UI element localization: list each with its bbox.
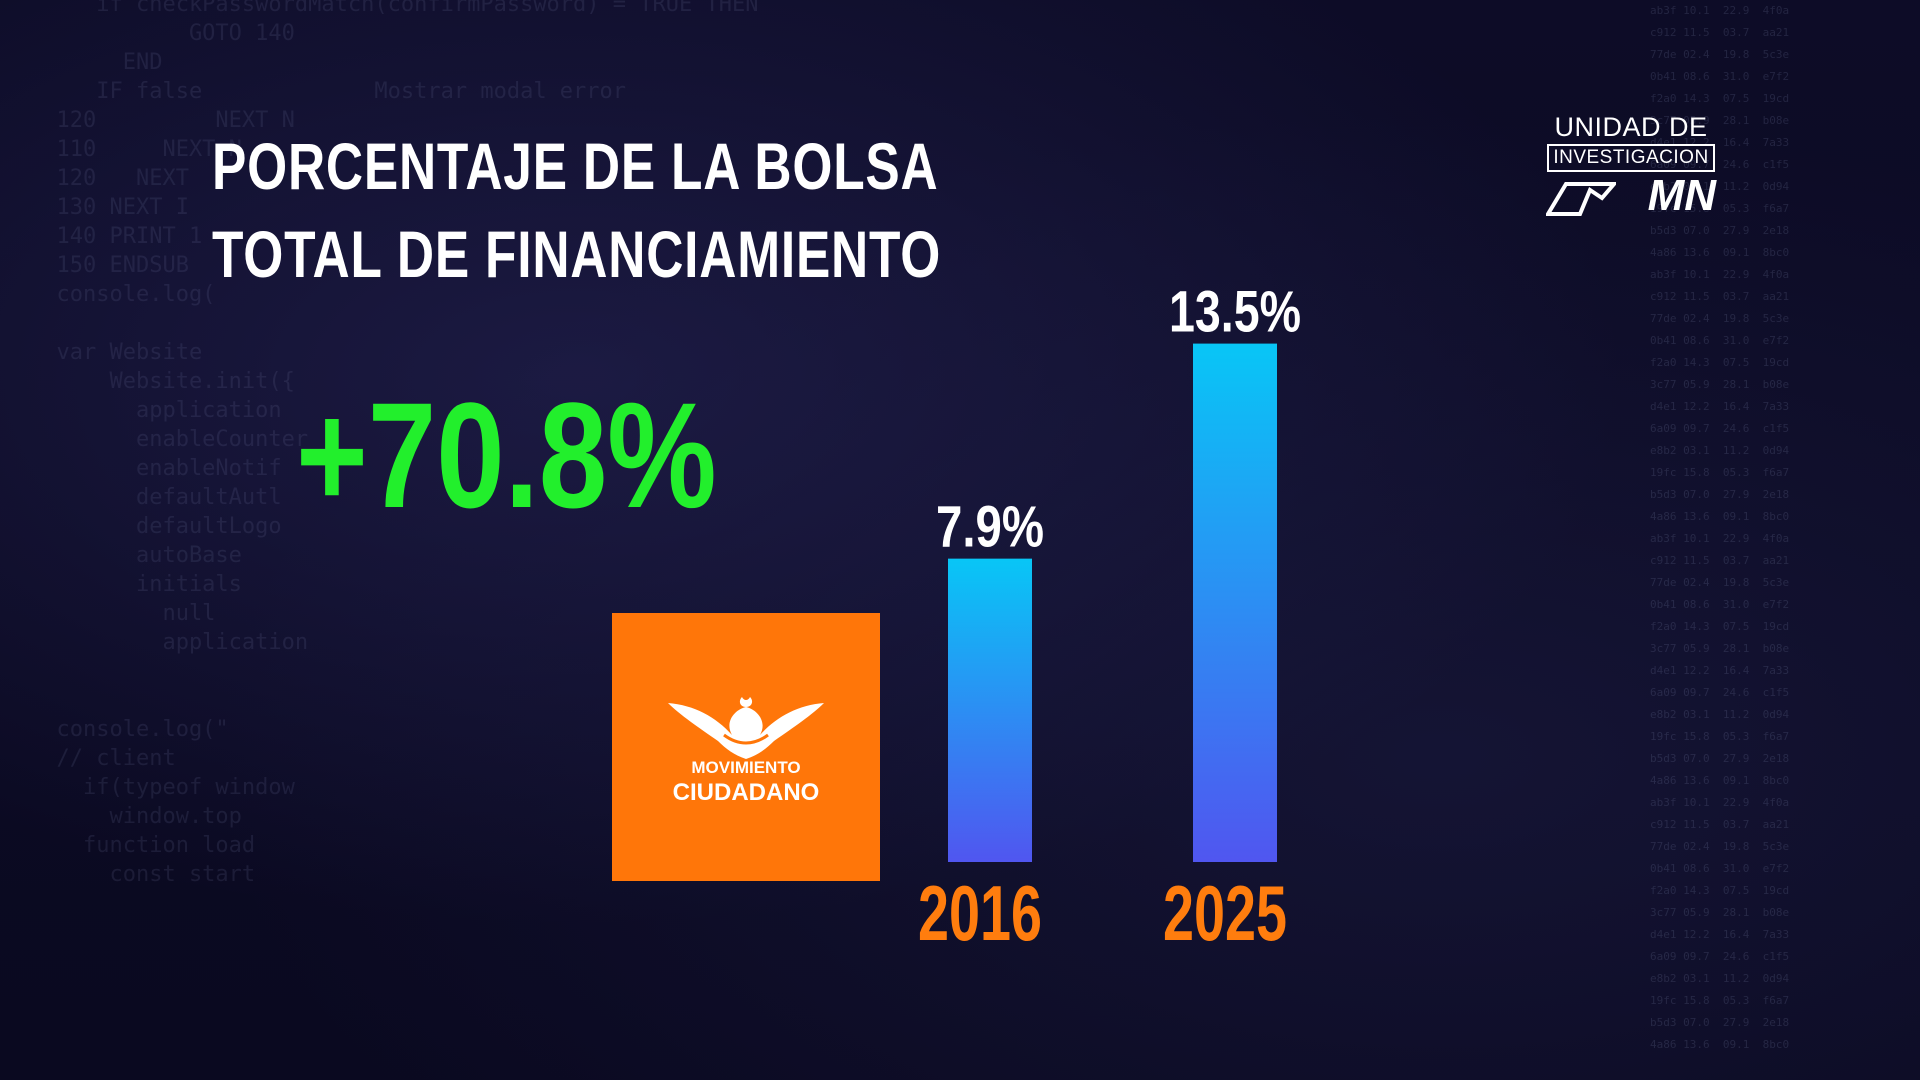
logo-text-line-1: MOVIMIENTO bbox=[691, 758, 801, 777]
brand-emblem-icon bbox=[1546, 182, 1616, 216]
value-label-2016: 7.9% bbox=[936, 495, 1044, 560]
category-label-2016: 2016 bbox=[918, 869, 1042, 957]
value-label-2025: 13.5% bbox=[1169, 280, 1301, 345]
logo-text-line-2: CIUDADANO bbox=[672, 779, 820, 806]
decorative-data-columns: ab3f 10.1 22.9 4f0a c912 11.5 03.7 aa21 … bbox=[1650, 4, 1790, 1051]
brand-line-2: INVESTIGACION bbox=[1547, 144, 1715, 172]
brand-line-1: UNIDAD DE bbox=[1554, 112, 1708, 142]
brand-line-3: MN bbox=[1647, 171, 1716, 220]
bar-2025 bbox=[1193, 343, 1277, 863]
eagle-icon bbox=[668, 697, 824, 759]
category-label-2025: 2025 bbox=[1163, 869, 1287, 957]
unidad-de-investigacion-logo: UNIDAD DE INVESTIGACION MN bbox=[1536, 112, 1726, 218]
bar-2016 bbox=[948, 558, 1032, 862]
chart-title: PORCENTAJE DE LA BOLSA TOTAL DE FINANCIA… bbox=[212, 122, 941, 298]
increase-percentage: +70.8% bbox=[296, 371, 717, 539]
movimiento-ciudadano-logo: MOVIMIENTO CIUDADANO bbox=[612, 613, 880, 881]
chart-title-line-1: PORCENTAJE DE LA BOLSA bbox=[212, 129, 939, 203]
chart-title-line-2: TOTAL DE FINANCIAMIENTO bbox=[212, 217, 942, 291]
